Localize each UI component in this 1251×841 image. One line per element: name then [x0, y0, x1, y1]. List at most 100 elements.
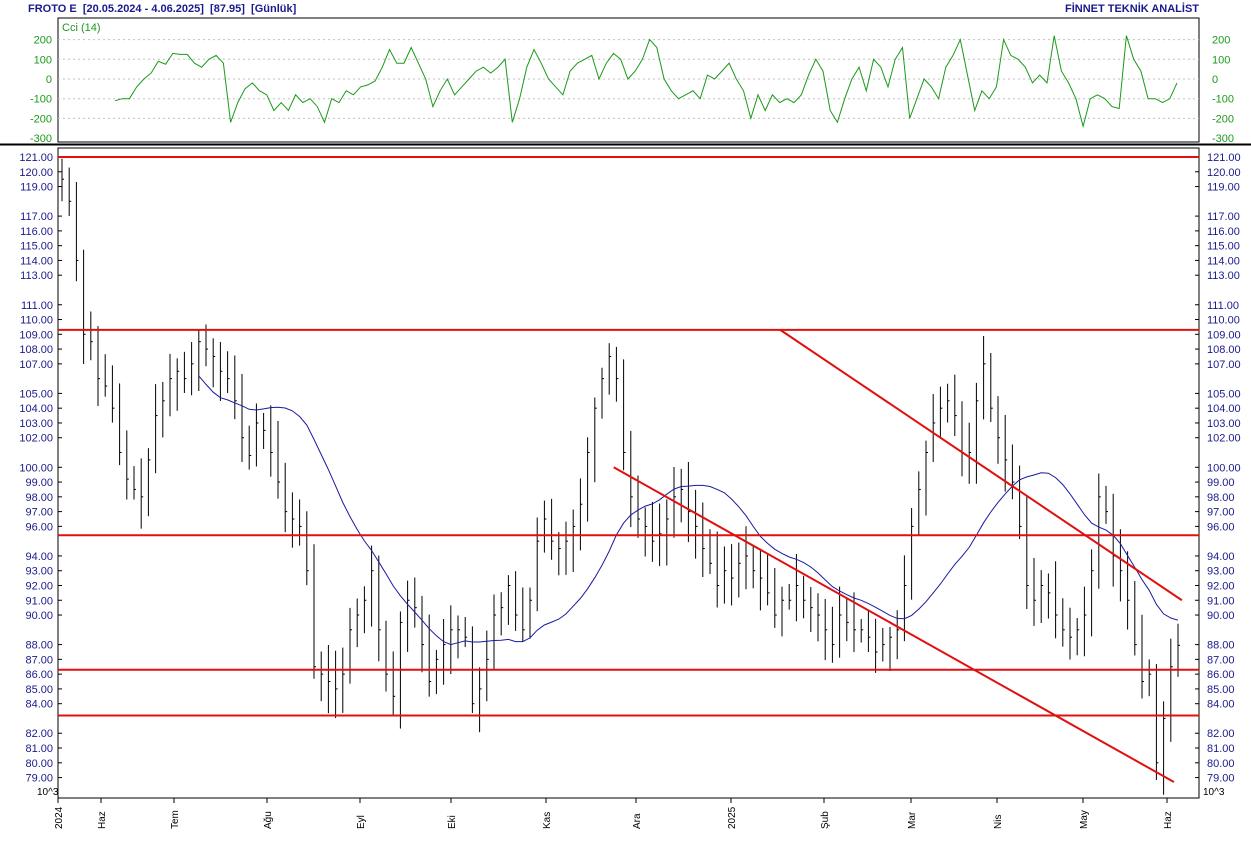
price-tick-label-left: 121.00 — [19, 152, 53, 164]
price-tick-label-right: 82.00 — [1207, 728, 1235, 740]
price-tick-label-right: 111.00 — [1207, 300, 1239, 312]
price-bars — [61, 158, 1180, 795]
price-tick-label-left: 90.00 — [25, 610, 53, 622]
price-tick-label-right: 96.00 — [1207, 521, 1235, 533]
price-tick-label-left: 84.00 — [25, 699, 53, 711]
cci-axis: 200 200 100 100 0 0 -100 -100 -200 -200 -300 -300 — [30, 35, 1234, 146]
price-tick-label-right: 85.00 — [1207, 684, 1235, 696]
date-tick-label: Eyl — [356, 815, 367, 829]
cci-tick-label-right: -100 — [1212, 94, 1234, 106]
price-tick-label-right: 110.00 — [1207, 315, 1240, 327]
price-tick-label-right: 94.00 — [1207, 551, 1235, 563]
price-tick-label-right: 107.00 — [1207, 359, 1241, 371]
price-tick-label-left: 96.00 — [25, 521, 53, 533]
price-tick-label-right: 116.00 — [1207, 226, 1240, 238]
date-tick-label: Ağu — [263, 811, 274, 829]
price-tick-label-left: 103.00 — [19, 418, 53, 430]
price-tick-label-right: 119.00 — [1207, 182, 1240, 194]
cci-tick-label-left: -100 — [30, 94, 52, 106]
date-tick-label: Tem — [170, 810, 181, 829]
price-tick-label-right: 79.00 — [1207, 773, 1235, 785]
horizontal-levels — [58, 156, 1199, 717]
price-tick-label-right: 117.00 — [1207, 211, 1240, 223]
date-tick-label: Kas — [542, 812, 553, 829]
date-tick-label: Ara — [632, 813, 643, 829]
unit-label-left: 10^3 — [37, 787, 59, 798]
cci-tick-label-right: 100 — [1212, 54, 1230, 66]
cci-series-line — [114, 35, 1178, 129]
price-tick-label-left: 94.00 — [25, 551, 53, 563]
price-tick-label-left: 107.00 — [19, 359, 53, 371]
price-tick-label-right: 81.00 — [1207, 743, 1235, 755]
price-tick-label-left: 102.00 — [19, 433, 53, 445]
price-tick-label-left: 113.00 — [20, 270, 53, 282]
price-tick-label-left: 100.00 — [19, 462, 53, 474]
price-tick-label-left: 104.00 — [19, 403, 53, 415]
price-tick-label-left: 110.00 — [20, 315, 53, 327]
cci-tick-label-right: -200 — [1212, 113, 1234, 125]
price-tick-label-right: 120.00 — [1207, 167, 1241, 179]
price-tick-label-right: 115.00 — [1207, 241, 1240, 253]
price-tick-label-left: 80.00 — [25, 758, 53, 770]
date-tick-label: Haz — [97, 811, 108, 829]
price-tick-label-left: 117.00 — [20, 211, 53, 223]
price-tick-label-right: 97.00 — [1207, 507, 1235, 519]
trend-channel-lower — [613, 466, 1175, 783]
price-tick-label-right: 88.00 — [1207, 640, 1235, 652]
moving-average-line — [198, 375, 1179, 646]
price-tick-label-left: 111.00 — [21, 300, 53, 312]
cci-tick-label-right: 0 — [1212, 74, 1218, 86]
panel-frames — [0, 17, 1251, 799]
price-tick-label-left: 82.00 — [25, 728, 53, 740]
price-tick-label-left: 108.00 — [19, 344, 53, 356]
price-tick-label-left: 120.00 — [19, 167, 53, 179]
date-tick-label: Şub — [820, 811, 831, 829]
date-range-label: [20.05.2024 - 4.06.2025] — [82, 3, 204, 15]
price-tick-label-right: 93.00 — [1207, 566, 1235, 578]
cci-indicator-label: Cci (14) — [62, 22, 101, 34]
price-tick-label-left: 114.00 — [20, 255, 53, 267]
date-tick-label: 2024 — [54, 806, 65, 829]
unit-label-right: 10^3 — [1203, 787, 1225, 798]
price-tick-label-left: 98.00 — [25, 492, 53, 504]
symbol-label: FROTO E — [28, 3, 77, 15]
last-price-label: [87.95] — [210, 3, 245, 15]
cci-tick-label-left: -200 — [30, 113, 52, 125]
price-tick-label-left: 97.00 — [25, 507, 53, 519]
price-tick-label-left: 99.00 — [25, 477, 53, 489]
price-tick-label-right: 87.00 — [1207, 654, 1235, 666]
price-tick-label-right: 92.00 — [1207, 580, 1235, 592]
price-tick-label-right: 102.00 — [1207, 433, 1241, 445]
price-tick-label-right: 86.00 — [1207, 669, 1235, 681]
cci-tick-label-right: 200 — [1212, 35, 1230, 47]
date-tick-label: Haz — [1163, 811, 1174, 829]
cci-tick-label-right: -300 — [1212, 133, 1234, 145]
date-tick-label: Mar — [907, 811, 918, 829]
price-tick-label-left: 92.00 — [25, 580, 53, 592]
price-tick-label-right: 113.00 — [1207, 270, 1240, 282]
cci-panel-frame — [57, 17, 1200, 143]
price-tick-label-left: 79.00 — [25, 773, 53, 785]
trend-channel-upper — [779, 329, 1183, 602]
date-axis: 2024 Haz Tem Ağu Eyl Eki Kas Ara 2025 Şub Mar Nis Ma… — [54, 798, 1174, 829]
price-tick-label-right: 80.00 — [1207, 758, 1235, 770]
price-tick-label-right: 103.00 — [1207, 418, 1241, 430]
cci-tick-label-left: -300 — [30, 133, 52, 145]
price-tick-label-left: 119.00 — [20, 182, 53, 194]
price-tick-label-right: 84.00 — [1207, 699, 1235, 711]
price-tick-label-left: 93.00 — [25, 566, 53, 578]
price-tick-label-right: 100.00 — [1207, 462, 1241, 474]
date-tick-label: Eki — [447, 815, 458, 829]
price-tick-label-right: 109.00 — [1207, 329, 1241, 341]
date-tick-label: Nis — [993, 815, 1004, 829]
price-tick-label-left: 105.00 — [19, 388, 53, 400]
price-tick-label-right: 99.00 — [1207, 477, 1235, 489]
price-tick-label-left: 81.00 — [25, 743, 53, 755]
price-axis: 121.00 121.00 120.00 120.00 119.00 119.00 117.… — [19, 152, 1240, 785]
price-tick-label-right: 104.00 — [1207, 403, 1241, 415]
cci-tick-label-left: 200 — [34, 35, 52, 47]
chart-header: FROTO E [20.05.2024 - 4.06.2025] [87.95]… — [28, 3, 296, 15]
price-tick-label-left: 86.00 — [25, 669, 53, 681]
date-tick-label: May — [1079, 810, 1090, 829]
price-tick-label-left: 91.00 — [25, 595, 53, 607]
